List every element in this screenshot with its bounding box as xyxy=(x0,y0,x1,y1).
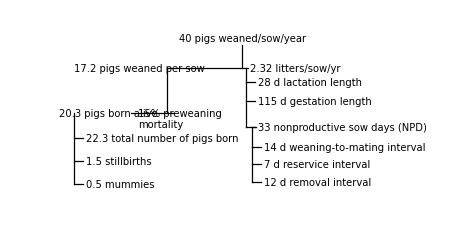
Text: 12 d removal interval: 12 d removal interval xyxy=(263,177,371,187)
Text: 14 d weaning-to-mating interval: 14 d weaning-to-mating interval xyxy=(263,142,425,152)
Text: 28 d lactation length: 28 d lactation length xyxy=(258,77,362,88)
Text: 2.32 litters/sow/yr: 2.32 litters/sow/yr xyxy=(250,64,340,74)
Text: 17.2 pigs weaned per sow: 17.2 pigs weaned per sow xyxy=(74,64,204,74)
Text: 15% preweaning
mortality: 15% preweaning mortality xyxy=(138,108,222,130)
Text: 40 pigs weaned/sow/year: 40 pigs weaned/sow/year xyxy=(179,34,306,44)
Text: 20.3 pigs born alive: 20.3 pigs born alive xyxy=(59,109,158,119)
Text: 0.5 mummies: 0.5 mummies xyxy=(86,179,154,189)
Text: 22.3 total number of pigs born: 22.3 total number of pigs born xyxy=(86,134,238,144)
Text: 1.5 stillbirths: 1.5 stillbirths xyxy=(86,156,151,166)
Text: 7 d reservice interval: 7 d reservice interval xyxy=(263,160,370,170)
Text: 115 d gestation length: 115 d gestation length xyxy=(258,97,372,106)
Text: 33 nonproductive sow days (NPD): 33 nonproductive sow days (NPD) xyxy=(258,122,427,133)
